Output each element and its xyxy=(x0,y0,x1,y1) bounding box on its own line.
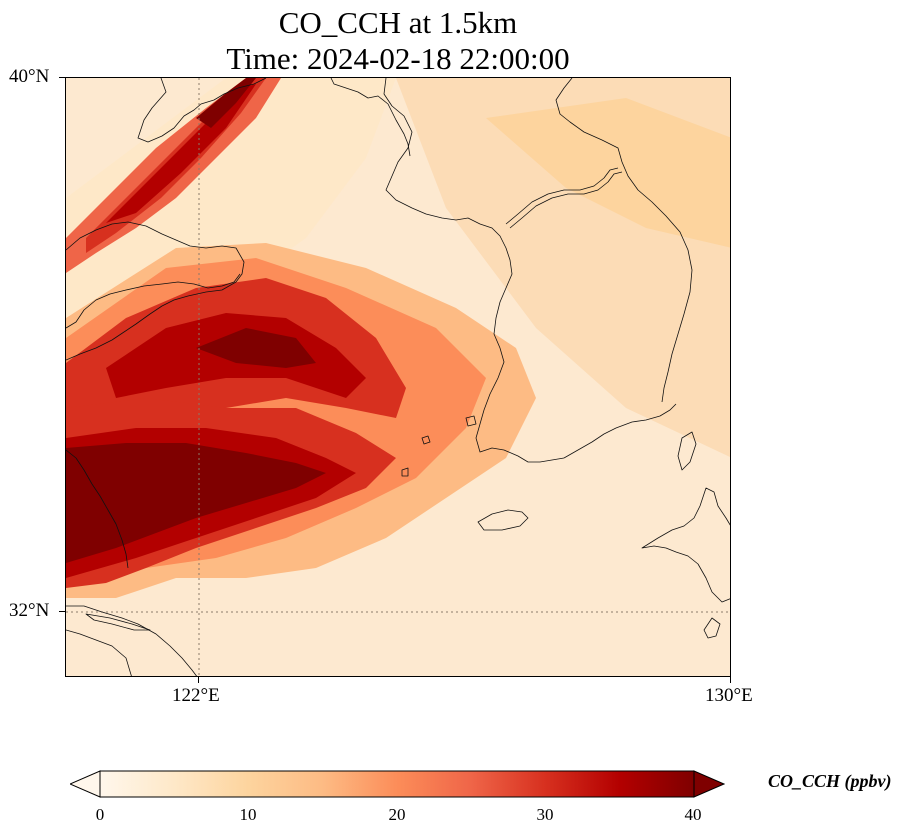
coastline-jeju xyxy=(477,509,529,531)
coastline-bohai-west xyxy=(66,221,245,361)
island-3 xyxy=(401,467,409,477)
map-title-line2: Time: 2024-02-18 22:00:00 xyxy=(226,41,570,76)
border-korea-china xyxy=(505,167,619,225)
xtick-mark-122e xyxy=(198,677,199,683)
coastline-goto xyxy=(703,617,721,639)
concentration-region-15 xyxy=(66,443,326,563)
colorbar-tick-40: 40 xyxy=(684,805,702,824)
colorbar-tick-30: 30 xyxy=(536,805,554,824)
ytick-label-32n: 32°N xyxy=(9,600,50,621)
xtick-mark-130e xyxy=(730,677,731,683)
map-title-line1: CO_CCH at 1.5km xyxy=(278,5,518,40)
coastline-korea-east xyxy=(555,78,693,403)
colorbar-gradient xyxy=(99,770,695,798)
coastline-liaodong xyxy=(137,78,267,143)
colorbar-tick-20: 20 xyxy=(388,805,406,824)
xtick-label-130e: 130°E xyxy=(705,685,753,706)
coastline-jiangsu xyxy=(66,449,129,569)
island-2 xyxy=(421,435,431,445)
concentration-map xyxy=(66,78,730,676)
coastline-liaodong-north xyxy=(330,78,411,157)
island-1 xyxy=(465,415,477,427)
ytick-mark-32n xyxy=(59,611,65,612)
xtick-label-122e: 122°E xyxy=(172,685,220,706)
colorbar xyxy=(70,770,725,798)
colorbar-extend-max xyxy=(693,770,725,798)
coastline-tsushima xyxy=(677,431,697,471)
coastline-shandong xyxy=(66,273,241,329)
coastline-korea-west xyxy=(383,78,565,463)
map-panel[interactable] xyxy=(65,77,731,677)
border-korea-china-2 xyxy=(509,171,623,229)
concentration-region-9 xyxy=(196,78,256,128)
colorbar-tick-0: 0 xyxy=(95,805,105,824)
concentration-region-12 xyxy=(196,328,316,368)
coastline-hangzhou xyxy=(66,629,132,676)
colorbar-extend-min xyxy=(70,770,101,798)
coastline-korea-south xyxy=(563,403,677,459)
coastline-kyushu xyxy=(641,487,730,603)
colorbar-label: CO_CCH (ppbv) xyxy=(768,771,892,791)
colorbar-tick-10: 10 xyxy=(239,805,257,824)
ytick-mark-40n xyxy=(59,77,65,78)
ytick-label-40n: 40°N xyxy=(9,66,50,87)
coastline-chongming xyxy=(85,613,151,631)
